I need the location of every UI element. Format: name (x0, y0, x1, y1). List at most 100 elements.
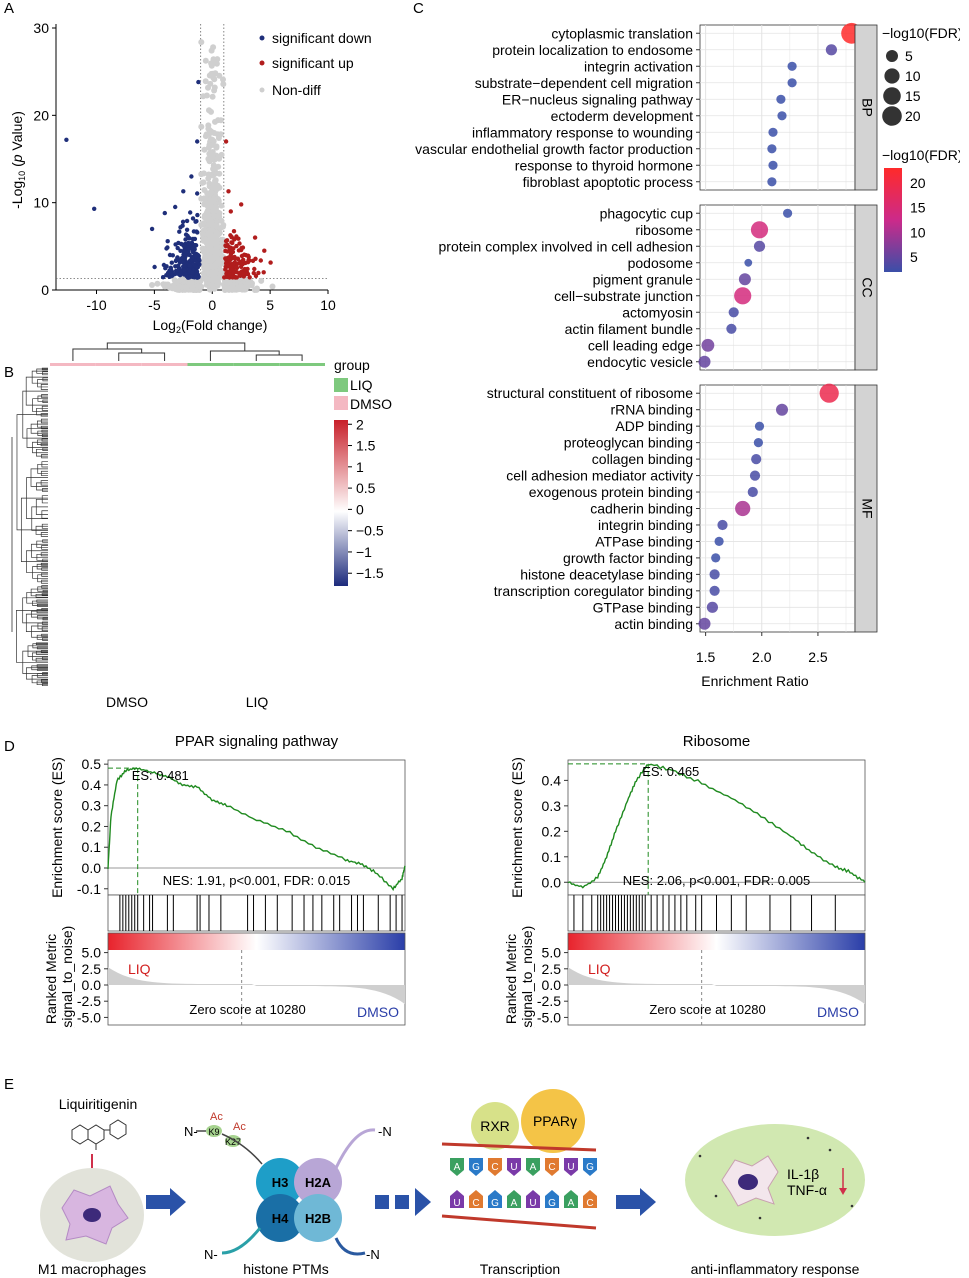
volcano-point-down (169, 260, 174, 265)
go-term-label: proteoglycan binding (564, 435, 693, 451)
volcano-point-up (231, 229, 237, 234)
volcano-point-down (92, 206, 97, 211)
h2b-label: H2B (305, 1211, 331, 1226)
dna-base-label: U (567, 1162, 574, 1173)
drug-name: Liquiritigenin (59, 1096, 138, 1112)
volcano-point-down (182, 263, 187, 268)
volcano-point-down (165, 245, 170, 250)
volcano-point-down (180, 223, 185, 228)
go-term-dot (709, 585, 720, 596)
volcano-point-down (188, 210, 193, 215)
heat-legend-dmso-swatch (334, 396, 348, 410)
go-term-label: histone deacetylase binding (520, 566, 693, 582)
go-term-label: cytoplasmic translation (551, 25, 693, 41)
heat-colorbar (334, 420, 348, 586)
volcano-point-nondiff (211, 130, 218, 136)
n-terminus-bottom: N- (204, 1247, 218, 1262)
volcano-point-down (175, 245, 180, 251)
gsea-rank-area (568, 967, 865, 1005)
volcano-ytick-label: 30 (33, 20, 49, 36)
go-term-dot (709, 569, 720, 580)
volcano-point-down (189, 174, 194, 179)
go-term-label: ectoderm development (551, 108, 694, 124)
go-term-dot (738, 273, 751, 286)
go-term-label: structural constituent of ribosome (487, 385, 693, 401)
heat-xlabel-dmso: DMSO (106, 694, 148, 710)
gsea-rank-ytick-label: -5.0 (77, 1009, 101, 1025)
arrow-3-icon (616, 1188, 656, 1216)
volcano-point-down (180, 219, 186, 224)
go-xlabel: Enrichment Ratio (701, 673, 809, 689)
panel-label-c: C (413, 0, 424, 17)
go-term-dot (701, 338, 715, 352)
heat-scale-label: 1 (356, 459, 364, 475)
volcano-point-up (228, 249, 234, 254)
go-term-label: actin filament bundle (565, 321, 694, 337)
dna-base-top (507, 1158, 521, 1176)
gsea-rank-ylabel-line2: (signal_to_noise) (59, 926, 75, 1028)
dna-base-label: G (491, 1198, 499, 1209)
volcano-point-nondiff (212, 269, 219, 276)
volcano-point-nondiff (199, 245, 206, 252)
legend-up-label: significant up (272, 55, 354, 71)
dna-base-bottom (507, 1190, 521, 1208)
volcano-point-down (186, 241, 191, 246)
volcano-point-up (261, 270, 266, 275)
gsea-stats-label: NES: 2.06, p<0.001, FDR: 0.005 (623, 873, 811, 888)
go-colorbar-label: 5 (910, 249, 918, 265)
volcano-point-nondiff (210, 275, 217, 282)
histone-h2a (294, 1158, 342, 1206)
volcano-point-down (168, 267, 174, 272)
gsea-rank-ytick-label: 2.5 (82, 961, 102, 977)
go-facet-panel (699, 204, 856, 371)
rxr-factor (471, 1102, 519, 1150)
dna-base-bottom (469, 1190, 483, 1208)
volcano-point-nondiff (242, 283, 249, 290)
gsea-es-curve (567, 763, 866, 889)
volcano-point-nondiff (204, 190, 211, 197)
go-term-label: integrin binding (598, 517, 693, 533)
gsea-rank-ytick-label: -2.5 (77, 993, 101, 1009)
heatmap-top-dendrogram (72, 348, 143, 361)
volcano-point-up (235, 256, 241, 262)
volcano-point-nondiff (202, 253, 209, 260)
heatmap-top-dendrogram (118, 352, 166, 361)
volcano-point-nondiff (249, 280, 255, 287)
gsea-title: Ribosome (683, 733, 751, 750)
gsea-rank-ytick-label: -5.0 (537, 1009, 561, 1025)
go-term-dot (787, 61, 797, 71)
go-term-label: cell adhesion mediator activity (506, 468, 693, 484)
volcano-point-nondiff (198, 39, 205, 46)
volcano-point-down (195, 265, 200, 270)
volcano-point-nondiff (207, 199, 214, 206)
volcano-point-up (232, 237, 237, 242)
volcano-point-up (230, 240, 235, 246)
dna-base-top (450, 1158, 464, 1176)
go-term-dot (783, 208, 793, 218)
volcano-point-nondiff (213, 229, 220, 236)
panel-label-a: A (4, 0, 15, 17)
gsea-dmso-label: DMSO (817, 1004, 859, 1020)
volcano-point-nondiff (214, 249, 221, 256)
volcano-point-nondiff (183, 284, 190, 291)
go-facet-strip (854, 24, 878, 191)
go-size-legend-dot (883, 87, 901, 105)
volcano-point-up (253, 273, 259, 279)
volcano-point-nondiff (205, 84, 211, 91)
volcano-point-nondiff (220, 222, 227, 228)
heat-scale-label: −1 (356, 544, 372, 560)
ppar-factor (521, 1089, 585, 1153)
heatmap: DMSO LIQ group LIQ DMSO 2 1.5 1 0.5 0 −0.5 −1 −… (11, 342, 392, 710)
gsea-rank-ytick-label: 5.0 (82, 945, 102, 961)
dna-base-label: A (568, 1198, 575, 1209)
gsea-rank-ytick-label: 0.0 (82, 977, 102, 993)
volcano-plot: 0 10 20 30 -10 -5 0 5 10 Log2(Fold change) -Log1… (9, 20, 372, 335)
heat-legend-liq-swatch (334, 378, 348, 392)
volcano-point-nondiff (208, 220, 215, 227)
go-term-label: growth factor binding (563, 550, 693, 566)
heatmap-group-bar (279, 363, 325, 366)
volcano-point-down (188, 274, 194, 279)
volcano-point-up (247, 275, 252, 280)
histone-h2b (294, 1194, 342, 1242)
